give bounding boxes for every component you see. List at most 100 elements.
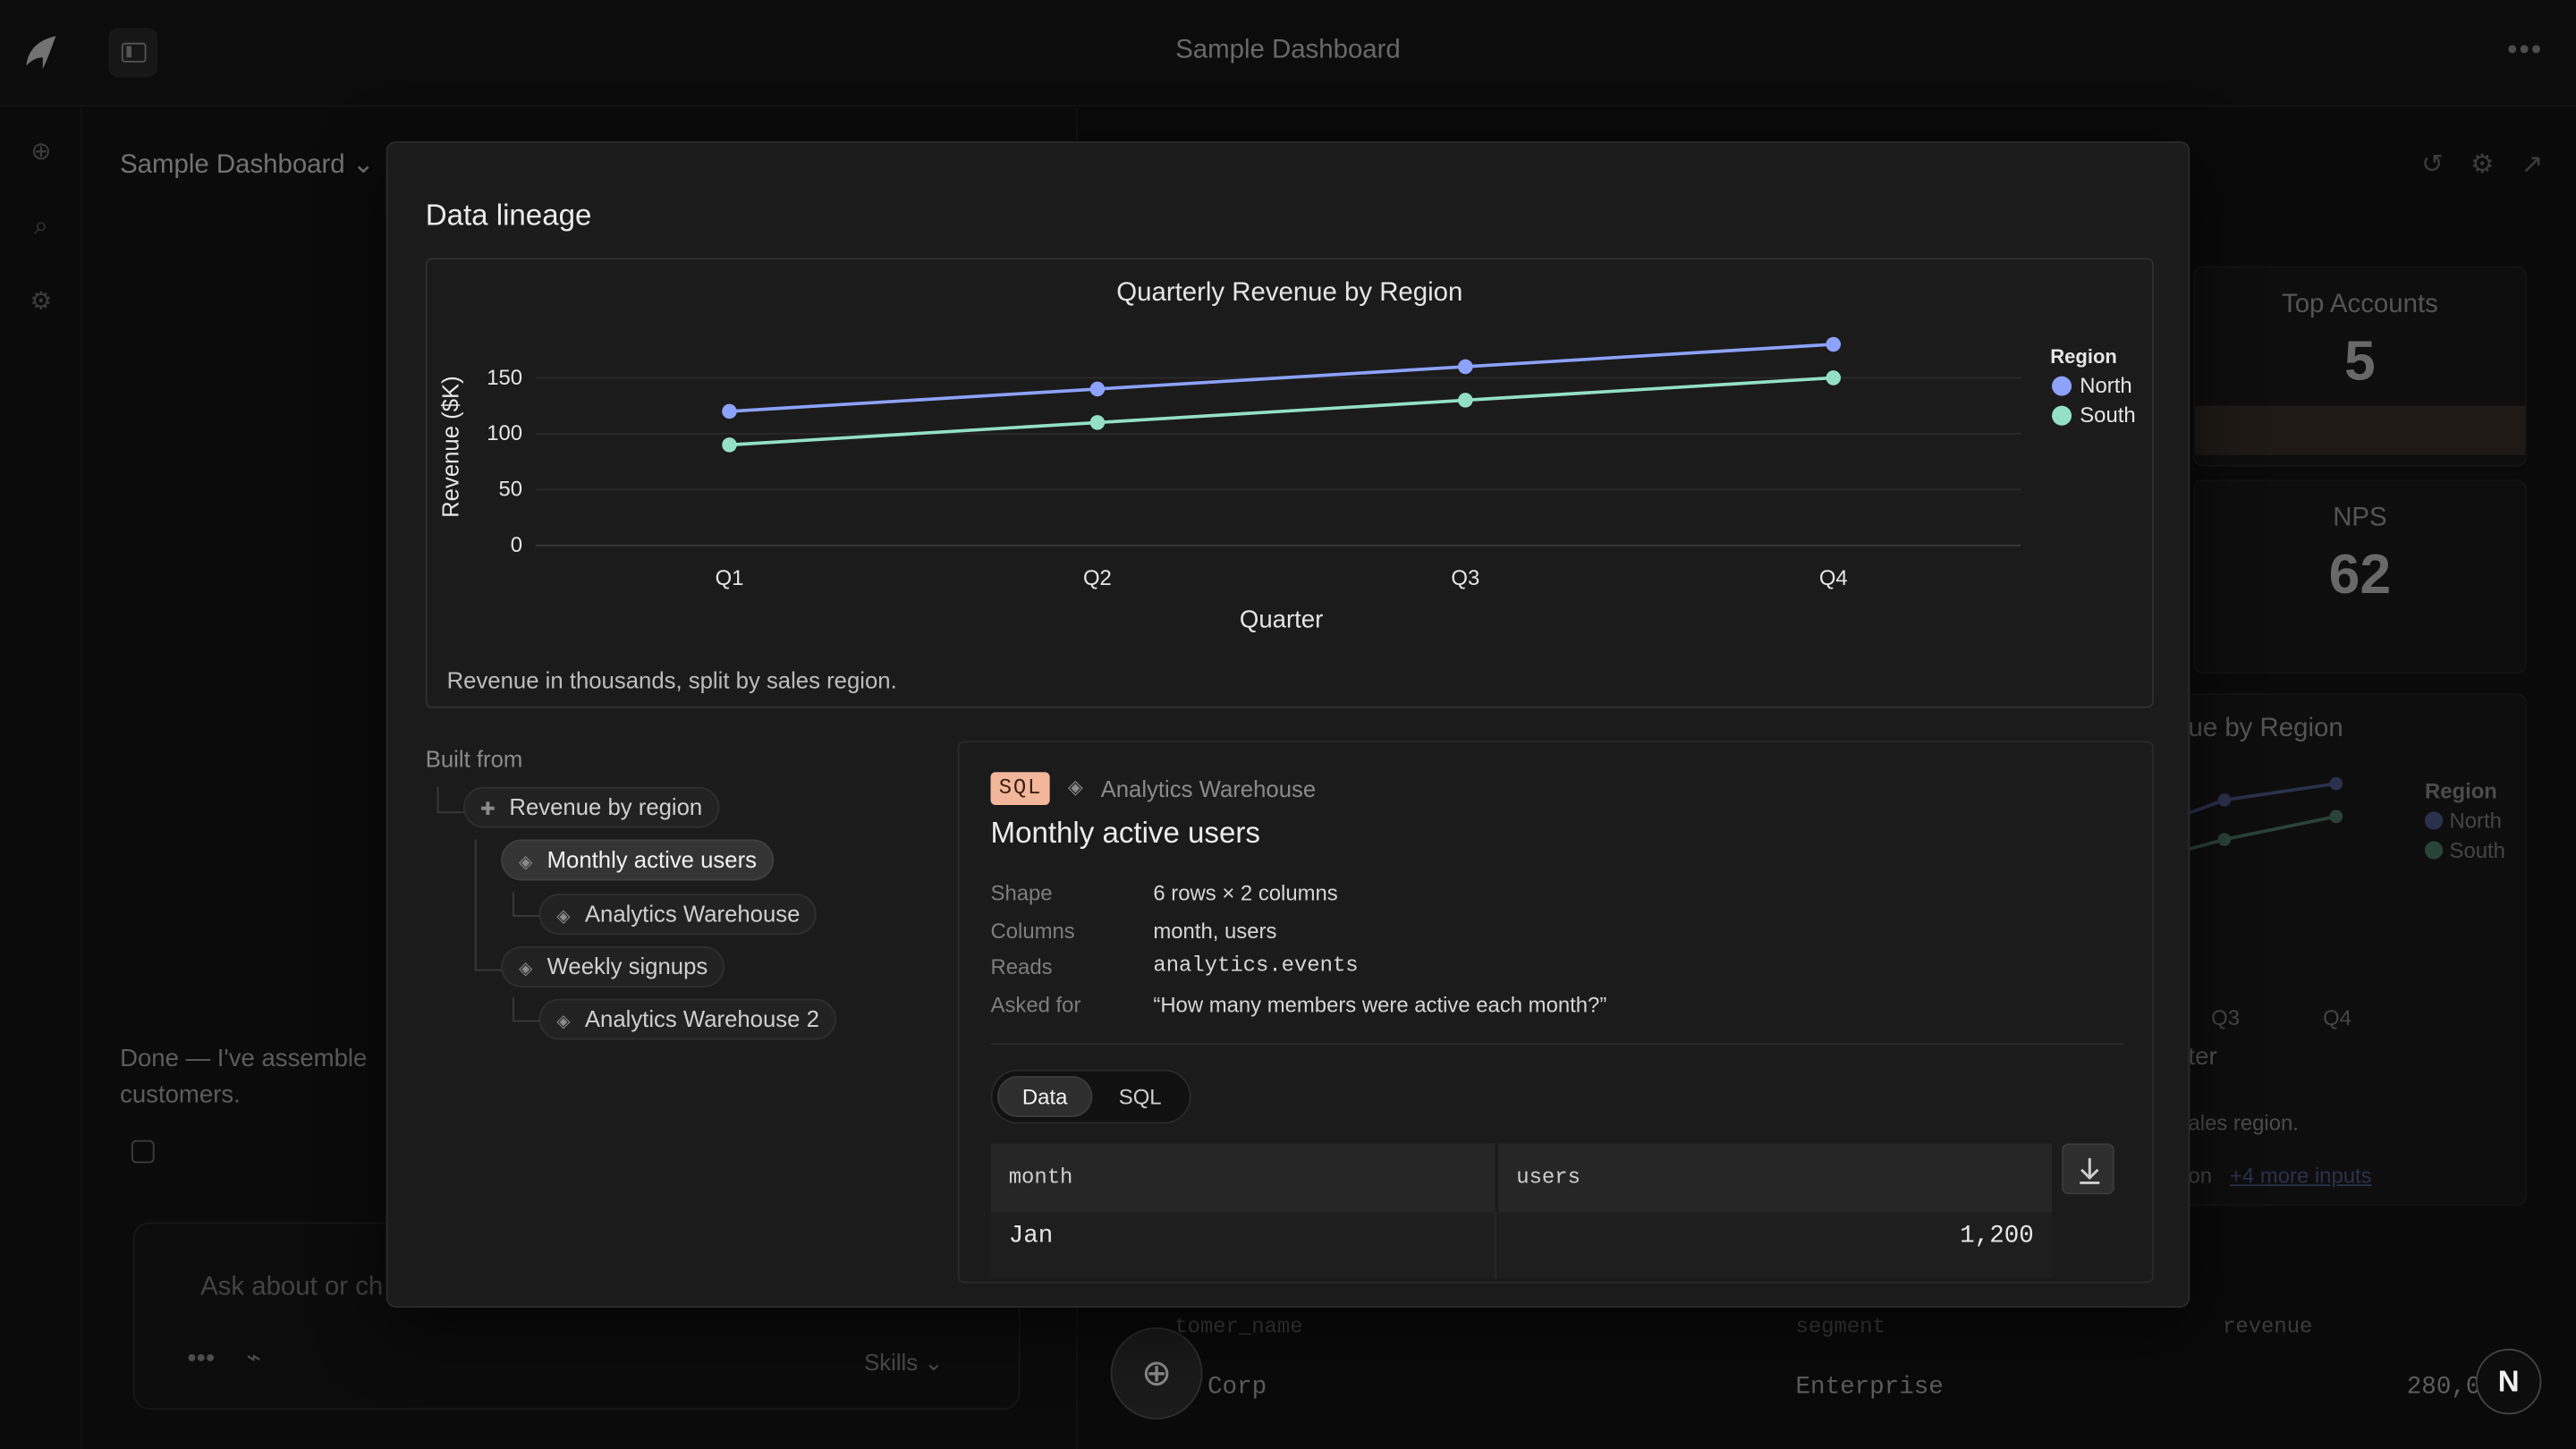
bg-inputs: on +4 more inputs xyxy=(2188,1162,2371,1191)
data-lineage-modal: Data lineage Quarterly Revenue by Region… xyxy=(386,140,2190,1309)
data-point xyxy=(722,437,737,453)
layers-icon: ◈ xyxy=(1067,775,1083,799)
lineage-node[interactable]: ◈ Analytics Warehouse xyxy=(538,894,817,936)
legend-title: Region xyxy=(2050,345,2117,368)
assistant-message: Done — I've assemble customers. xyxy=(120,1041,399,1114)
gear-icon[interactable]: ⚙ xyxy=(2470,150,2495,180)
data-point xyxy=(1826,336,1842,352)
x-tick-label: Q4 xyxy=(1819,566,1848,590)
app-title: Sample Dashboard xyxy=(1175,36,1401,64)
search-icon[interactable]: ⌕ xyxy=(34,211,48,241)
legend-label: North xyxy=(2449,808,2502,834)
legend-label: North xyxy=(2080,374,2131,398)
layers-icon: ◈ xyxy=(518,852,533,873)
data-point xyxy=(1826,370,1842,386)
tab-sql[interactable]: SQL xyxy=(1118,1084,1162,1109)
bg-inputs-prefix: on xyxy=(2188,1163,2213,1188)
tree-connector xyxy=(436,786,465,814)
dashboard-name: Sample Dashboard xyxy=(120,150,345,180)
data-point xyxy=(1089,381,1106,397)
more-options-icon[interactable]: ••• xyxy=(2506,32,2544,66)
chevron-down-icon: ⌄ xyxy=(924,1348,944,1376)
y-axis-label: Revenue ($K) xyxy=(438,376,463,518)
meta-key: Reads xyxy=(990,954,1053,979)
meta-key: Columns xyxy=(990,918,1075,944)
y-tick-label: 150 xyxy=(487,366,522,390)
kpi-value: 62 xyxy=(2328,543,2392,606)
chart-title: Quarterly Revenue by Region xyxy=(1116,277,1462,307)
layers-icon: ◈ xyxy=(556,906,571,927)
chart-caption: Revenue in thousands, split by sales reg… xyxy=(446,666,897,694)
kpi-card: NPS 62 xyxy=(2192,479,2527,674)
y-tick-label: 0 xyxy=(511,533,522,557)
copy-icon[interactable] xyxy=(131,1140,155,1164)
y-tick-label: 100 xyxy=(487,421,522,445)
assistant-message-line: customers. xyxy=(120,1080,241,1109)
sidebar-icon xyxy=(121,42,147,63)
lineage-node-label: Monthly active users xyxy=(547,845,758,873)
series-line-south xyxy=(729,376,1834,447)
lineage-node-label: Revenue by region xyxy=(509,793,703,820)
table-cell: 1,200 xyxy=(1498,1212,2053,1278)
x-tick-label: Q3 xyxy=(1451,566,1479,590)
kpi-label: Top Accounts xyxy=(2282,291,2438,319)
skills-dropdown[interactable]: Skills ⌄ xyxy=(864,1349,944,1377)
sidebar-toggle-button[interactable] xyxy=(108,28,158,78)
table-header: tomer_name xyxy=(1174,1314,1303,1339)
dashboard-selector[interactable]: Sample Dashboard ⌄ xyxy=(120,148,374,181)
detail-title: Monthly active users xyxy=(990,816,1260,850)
legend-title: Region xyxy=(2424,778,2497,804)
tree-connector xyxy=(474,839,504,971)
chevron-down-icon: ⌄ xyxy=(352,150,375,180)
legend-swatch xyxy=(2424,841,2444,860)
line-chart: Quarterly Revenue by Region 0 50 100 150 Q1 Q2… xyxy=(438,277,2135,633)
table-cell: Jan xyxy=(990,1212,1497,1278)
lineage-node[interactable]: ◈ Monthly active users xyxy=(501,839,774,881)
meta-value: analytics.events xyxy=(1153,953,1359,978)
new-chat-icon[interactable]: ⊕ xyxy=(30,138,52,166)
app-badge[interactable]: N xyxy=(2475,1348,2542,1415)
meta-value: month, users xyxy=(1153,918,1277,944)
tab-data[interactable]: Data xyxy=(996,1076,1093,1117)
legend-label: South xyxy=(2449,837,2505,863)
built-from-label: Built from xyxy=(425,745,523,773)
tree-connector xyxy=(513,996,541,1022)
sql-badge: SQL xyxy=(990,772,1051,805)
view-toggle: Data SQL xyxy=(990,1069,1191,1124)
download-icon xyxy=(2080,1157,2100,1184)
external-link-icon[interactable]: ↗ xyxy=(2521,150,2544,180)
lineage-node[interactable]: ✚ Revenue by region xyxy=(462,786,719,828)
x-axis-label: Quarter xyxy=(1240,606,1323,633)
download-button[interactable] xyxy=(2062,1143,2114,1195)
kpi-label: NPS xyxy=(2333,504,2387,533)
more-inputs-link[interactable]: +4 more inputs xyxy=(2229,1163,2372,1188)
tree-connector xyxy=(513,892,541,917)
table-header: month xyxy=(990,1143,1497,1213)
composer-more-icon[interactable]: ••• xyxy=(187,1345,216,1374)
lineage-node-label: Weekly signups xyxy=(547,953,708,979)
kpi-bar xyxy=(2194,405,2526,455)
lineage-node[interactable]: ◈ Weekly signups xyxy=(501,945,724,987)
divider xyxy=(990,1043,2124,1046)
dashboard-toolbar: ↺ ⚙ ↗ xyxy=(2421,148,2543,181)
x-tick-label: Q2 xyxy=(1083,566,1112,590)
legend-label: South xyxy=(2080,403,2135,428)
lineage-node-label: Analytics Warehouse xyxy=(584,900,801,927)
x-tick-label: Q1 xyxy=(716,566,744,590)
chat-bubble-button[interactable]: ⊕ xyxy=(1110,1327,1203,1419)
legend-swatch xyxy=(2052,405,2072,426)
table-cell: 280,0 xyxy=(2406,1373,2481,1402)
bg-chart-legend: Region North South xyxy=(2424,777,2505,866)
attach-icon[interactable]: ⌁ xyxy=(246,1343,262,1372)
layers-icon: ◈ xyxy=(556,1012,571,1032)
lineage-node[interactable]: ◈ Analytics Warehouse 2 xyxy=(538,998,836,1040)
settings-icon[interactable]: ⚙ xyxy=(30,287,53,316)
data-point xyxy=(1458,393,1473,408)
bg-chart xyxy=(2187,776,2343,852)
table-header: revenue xyxy=(2223,1314,2313,1339)
composer-input[interactable]: Ask about or ch xyxy=(200,1273,384,1301)
meta-key: Shape xyxy=(990,880,1053,906)
meta-value: 6 rows × 2 columns xyxy=(1153,880,1338,906)
history-icon[interactable]: ↺ xyxy=(2421,150,2444,180)
